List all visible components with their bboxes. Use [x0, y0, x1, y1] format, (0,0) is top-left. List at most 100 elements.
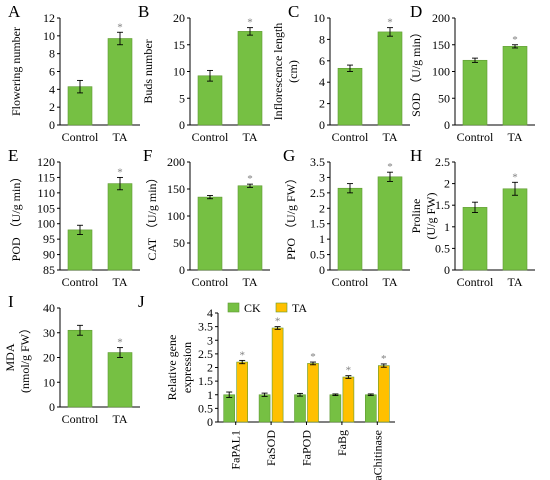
y-axis-label2-c: (cm) [286, 60, 300, 83]
y-tick-label-f: 200 [167, 155, 185, 169]
category-label-a: Control [62, 130, 99, 144]
bar-i-ta [107, 352, 133, 408]
bar-d-ta [502, 46, 528, 126]
y-tick-label-j: 1 [207, 388, 213, 402]
y-tick-label-a: 12 [43, 11, 55, 25]
significance-mark-j: * [275, 316, 281, 328]
y-tick-label-j: 0.5 [198, 401, 213, 415]
category-label-h: Control [457, 275, 494, 289]
significance-mark-j: * [239, 349, 245, 361]
y-tick-label-b: 0 [179, 118, 185, 132]
legend-label-ck: CK [244, 301, 261, 315]
y-tick-label-d: 50 [438, 91, 450, 105]
panel-label-b: B [138, 2, 149, 21]
y-tick-label-g: 0 [319, 263, 325, 277]
y-tick-label-a: 8 [49, 47, 55, 61]
panel-label-a: A [8, 2, 21, 21]
category-label-d: Control [457, 130, 494, 144]
bar-j-ck [294, 394, 306, 423]
y-tick-label-e: 100 [37, 217, 55, 231]
legend-swatch-ck [227, 302, 240, 313]
y-tick-label-g: 2 [319, 201, 325, 215]
category-label-d: TA [507, 130, 522, 144]
bar-j-ck [364, 394, 377, 423]
y-tick-label-g: 1 [319, 232, 325, 246]
bar-j-ta [236, 361, 248, 423]
y-tick-label-f: 100 [167, 209, 185, 223]
y-tick-label-g: 2.5 [310, 186, 325, 200]
bar-b-control [197, 75, 223, 126]
panel-label-e: E [8, 146, 18, 165]
y-tick-label-i: 10 [43, 375, 55, 389]
y-tick-label-f: 50 [173, 236, 185, 250]
y-axis-label-b: Buds number [141, 39, 155, 103]
y-tick-label-j: 1.5 [198, 374, 213, 388]
y-tick-label-b: 20 [173, 11, 185, 25]
bar-d-control [462, 59, 488, 126]
y-axis-label-c: Inflorescence length [271, 23, 285, 121]
y-tick-label-a: 4 [49, 82, 55, 96]
panel-label-d: D [410, 2, 422, 21]
significance-mark-a: * [117, 21, 123, 33]
legend-swatch-ta [275, 302, 288, 313]
y-tick-label-a: 6 [49, 65, 55, 79]
bar-g-ta [377, 176, 403, 271]
significance-mark-g: * [387, 161, 393, 173]
category-label-j: FaChitinase [370, 430, 384, 480]
category-label-j: FaPOD [300, 430, 314, 466]
y-tick-label-e: 115 [37, 170, 55, 184]
y-tick-label-c: 2 [319, 97, 325, 111]
y-tick-label-e: 110 [37, 186, 55, 200]
y-tick-label-e: 95 [43, 232, 55, 246]
y-tick-label-c: 8 [319, 32, 325, 46]
y-tick-label-e: 120 [37, 155, 55, 169]
y-tick-label-d: 0 [444, 118, 450, 132]
y-tick-label-h: 0 [444, 263, 450, 277]
category-label-e: Control [62, 275, 99, 289]
category-label-j: FaSOD [264, 430, 278, 466]
y-axis-label-g: PPO （U/g FW） [284, 172, 298, 260]
y-axis-label-d: SOD （U/g min） [409, 26, 423, 117]
y-tick-label-c: 10 [313, 11, 325, 25]
category-label-f: Control [192, 275, 229, 289]
bar-h-ta [502, 188, 528, 271]
bar-f-control [197, 196, 223, 271]
y-tick-label-h: 1.5 [435, 198, 450, 212]
y-axis-label2-i: (nmol/g FW） [18, 322, 32, 393]
bar-a-ta [107, 38, 133, 126]
y-tick-label-a: 0 [49, 118, 55, 132]
category-label-e: TA [112, 275, 127, 289]
significance-mark-i: * [117, 337, 123, 349]
y-tick-label-i: 40 [43, 301, 55, 315]
significance-mark-b: * [247, 17, 253, 29]
bar-j-ta [377, 365, 390, 423]
bar-j-ck [258, 394, 271, 423]
category-label-i: TA [112, 412, 127, 426]
y-axis-label2-h: (U/g FW) [424, 193, 438, 240]
category-label-j: FaBg [335, 430, 349, 456]
panel-label-f: F [143, 146, 152, 165]
bar-f-ta [237, 185, 263, 271]
y-tick-label-e: 85 [43, 263, 55, 277]
panel-label-g: G [283, 146, 295, 165]
y-tick-label-i: 0 [49, 400, 55, 414]
bar-b-ta [237, 31, 263, 126]
y-tick-label-d: 100 [432, 65, 450, 79]
panel-label-j: J [138, 292, 145, 311]
category-label-b: TA [242, 130, 257, 144]
y-tick-label-e: 90 [43, 248, 55, 262]
y-tick-label-b: 15 [173, 38, 185, 52]
y-tick-label-g: 3.5 [310, 155, 325, 169]
legend-label-ta: TA [292, 301, 307, 315]
y-tick-label-j: 0 [207, 415, 213, 429]
bar-j-ck [329, 394, 342, 423]
significance-mark-h: * [512, 171, 518, 183]
bar-c-control [337, 67, 363, 126]
y-tick-label-c: 4 [319, 75, 325, 89]
panel-label-i: I [8, 292, 14, 311]
significance-mark-j: * [346, 365, 352, 377]
bar-c-ta [377, 31, 403, 126]
category-label-j: FaPAL1 [229, 430, 243, 470]
